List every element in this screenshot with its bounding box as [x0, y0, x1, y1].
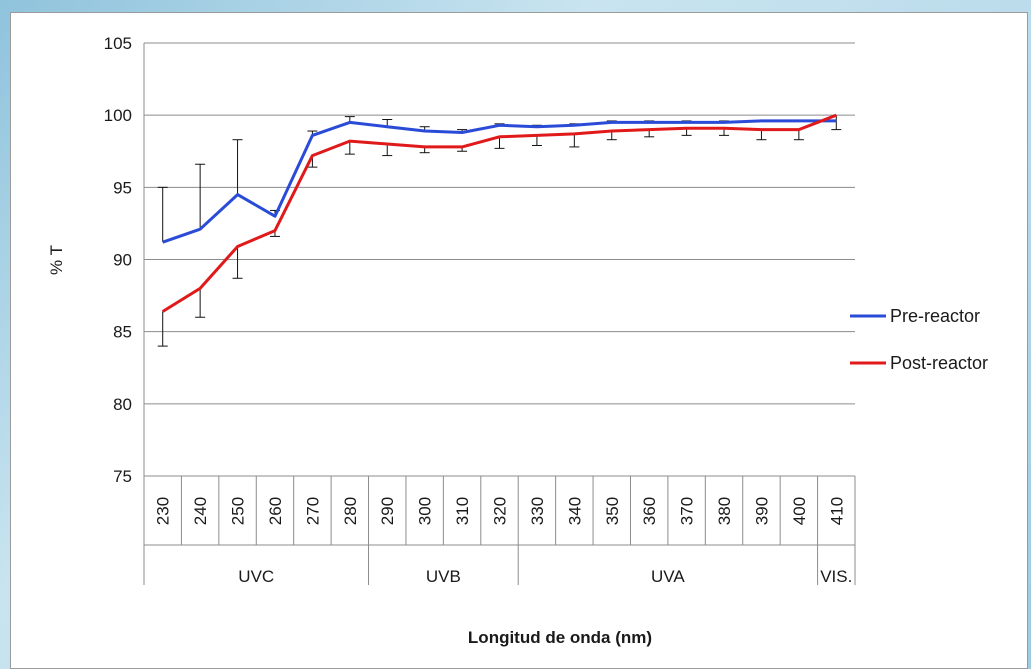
y-axis-title: % T	[47, 245, 66, 275]
group-label-uva: UVA	[651, 567, 685, 586]
error-bar-post-reactor-290	[382, 144, 393, 157]
x-tick-label-360: 360	[640, 497, 659, 525]
x-tick-label-320: 320	[491, 497, 510, 525]
tick-labels-layer: 75 80 85 90 95 100 105 230 240 250 260 270 280 290 300…	[104, 34, 853, 586]
y-tick-label-75: 75	[113, 467, 132, 486]
x-axis-title: Longitud de onda (nm)	[468, 628, 652, 647]
grid-layer	[144, 42, 855, 477]
x-tick-label-350: 350	[603, 497, 622, 525]
y-tick-label-100: 100	[104, 106, 132, 125]
x-tick-label-330: 330	[528, 497, 547, 525]
x-tick-label-400: 400	[790, 497, 809, 525]
error-bar-post-reactor-340	[569, 133, 580, 148]
x-tick-label-370: 370	[678, 497, 697, 525]
y-tick-label-95: 95	[113, 178, 132, 197]
x-tick-label-280: 280	[341, 497, 360, 525]
error-bar-post-reactor-230	[157, 311, 168, 347]
x-tick-label-250: 250	[229, 497, 248, 525]
series-layer	[161, 113, 837, 313]
axis-layer	[143, 43, 856, 585]
legend: Pre-reactor Post-reactor	[850, 306, 988, 373]
x-tick-label-230: 230	[154, 497, 173, 525]
error-bar-pre-reactor-230	[157, 186, 168, 243]
error-bar-post-reactor-330	[531, 135, 542, 146]
error-bar-post-reactor-240	[195, 288, 206, 318]
legend-label-pre-reactor: Pre-reactor	[890, 306, 980, 326]
series-line-post-reactor	[161, 113, 837, 313]
y-tick-label-85: 85	[113, 323, 132, 342]
x-tick-label-380: 380	[715, 497, 734, 525]
error-bar-pre-reactor-250	[232, 139, 243, 195]
x-tick-label-340: 340	[565, 497, 584, 525]
group-label-vis: VIS.	[820, 567, 852, 586]
y-tick-label-80: 80	[113, 395, 132, 414]
error-bar-post-reactor-250	[232, 246, 243, 279]
series-line-pre-reactor	[162, 119, 837, 244]
x-tick-label-240: 240	[191, 497, 210, 525]
x-tick-label-310: 310	[453, 497, 472, 525]
y-tick-label-90: 90	[113, 251, 132, 270]
x-tick-label-260: 260	[266, 497, 285, 525]
chart-panel	[10, 12, 1028, 669]
error-bar-post-reactor-320	[494, 136, 505, 149]
error-bar-post-reactor-390	[756, 129, 767, 141]
legend-label-post-reactor: Post-reactor	[890, 353, 988, 373]
y-tick-label-105: 105	[104, 34, 132, 53]
x-tick-label-300: 300	[416, 497, 435, 525]
group-label-uvb: UVB	[426, 567, 461, 586]
error-bars-layer	[157, 115, 842, 347]
x-tick-label-290: 290	[378, 497, 397, 525]
group-label-uvc: UVC	[238, 567, 274, 586]
error-bar-pre-reactor-240	[195, 163, 206, 230]
error-bar-post-reactor-280	[344, 141, 355, 155]
x-tick-label-270: 270	[303, 497, 322, 525]
x-tick-label-390: 390	[752, 497, 771, 525]
x-tick-label-410: 410	[827, 497, 846, 525]
error-bar-post-reactor-400	[793, 129, 804, 141]
